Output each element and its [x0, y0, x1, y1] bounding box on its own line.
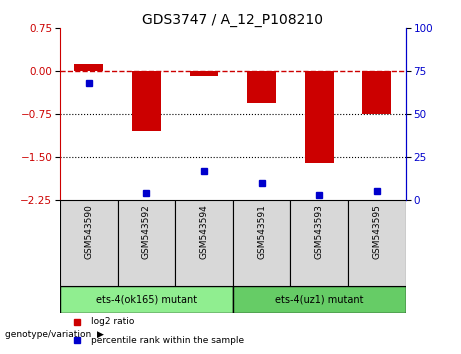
Bar	[233, 286, 406, 313]
Text: GSM543590: GSM543590	[84, 204, 93, 259]
Bar	[132, 71, 161, 131]
Bar	[290, 200, 348, 286]
Bar	[60, 200, 118, 286]
Text: log2 ratio: log2 ratio	[91, 317, 135, 326]
Bar	[233, 200, 290, 286]
Bar	[247, 71, 276, 103]
Text: GSM543595: GSM543595	[372, 204, 381, 259]
Text: GSM543591: GSM543591	[257, 204, 266, 259]
Bar	[305, 71, 334, 163]
Bar	[189, 71, 219, 76]
Bar	[118, 200, 175, 286]
Bar	[348, 200, 406, 286]
Text: genotype/variation  ▶: genotype/variation ▶	[5, 330, 103, 339]
Bar	[175, 200, 233, 286]
Bar	[60, 286, 233, 313]
Text: ets-4(uz1) mutant: ets-4(uz1) mutant	[275, 295, 363, 304]
Text: ets-4(ok165) mutant: ets-4(ok165) mutant	[96, 295, 197, 304]
Text: GSM543592: GSM543592	[142, 204, 151, 259]
Bar	[74, 64, 103, 71]
Bar	[362, 71, 391, 114]
Text: GSM543593: GSM543593	[315, 204, 324, 259]
Text: percentile rank within the sample: percentile rank within the sample	[91, 336, 244, 345]
Text: GSM543594: GSM543594	[200, 204, 208, 259]
Title: GDS3747 / A_12_P108210: GDS3747 / A_12_P108210	[142, 13, 323, 27]
